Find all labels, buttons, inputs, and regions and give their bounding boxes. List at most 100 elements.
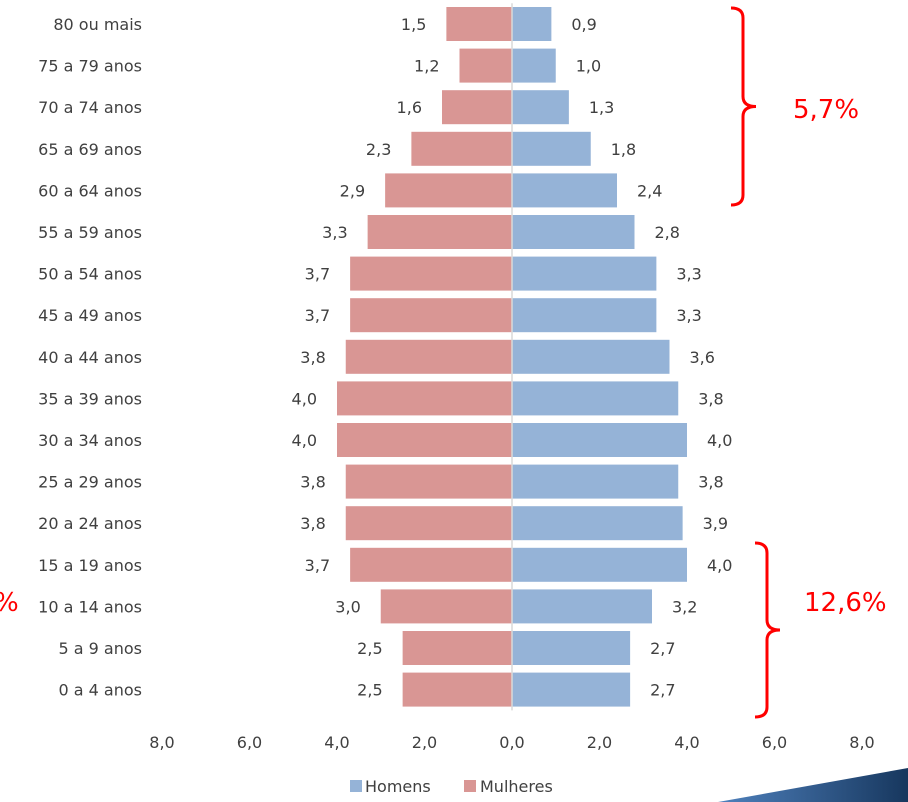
x-tick-label: 4,0 [674,733,699,752]
value-label-mulheres: 1,2 [414,57,439,76]
annotation-brackets: 5,7% 12,6%% [0,6,887,719]
bar-homens [512,215,635,249]
bar-homens [512,298,657,333]
category-label: 65 a 69 anos [38,140,142,159]
value-label-mulheres: 2,9 [340,181,365,200]
x-tick-label: 2,0 [587,733,612,752]
category-label: 20 a 24 anos [38,514,142,533]
x-tick-label: 6,0 [237,733,262,752]
value-label-mulheres: 1,5 [401,15,426,34]
value-label-homens: 1,8 [611,140,636,159]
category-label: 15 a 19 anos [38,556,142,575]
bar-mulheres [350,298,512,333]
value-label-mulheres: 3,8 [300,348,325,367]
bar-mulheres [402,631,512,665]
bar-mulheres [337,381,512,416]
category-label: 0 a 4 anos [59,681,143,700]
x-tick-label: 8,0 [849,733,874,752]
bar-mulheres [350,256,512,291]
value-label-homens: 2,4 [637,181,662,200]
value-label-homens: 3,8 [698,389,723,408]
x-tick-label: 8,0 [149,733,174,752]
bar-homens [512,48,556,83]
bar-homens [512,631,631,665]
value-label-mulheres: 3,3 [322,223,347,242]
value-label-mulheres: 2,5 [357,639,382,658]
category-label: 40 a 44 anos [38,348,142,367]
category-label: 30 a 34 anos [38,431,142,450]
value-label-mulheres: 3,7 [305,265,330,284]
bar-mulheres [459,48,512,83]
bar-homens [512,589,652,624]
corner-decoration [718,768,908,802]
annotation-label-young: 12,6% [804,588,887,618]
category-label: 5 a 9 anos [59,639,143,658]
bar-mulheres [446,7,512,41]
bar-mulheres [380,589,512,624]
annotation-label-elderly: 5,7% [793,95,859,125]
value-label-mulheres: 3,0 [335,597,360,616]
bar-mulheres [345,464,512,499]
bar-homens [512,547,687,582]
value-label-mulheres: 2,3 [366,140,391,159]
value-label-homens: 3,9 [703,514,728,533]
value-label-mulheres: 3,7 [305,556,330,575]
bar-homens [512,672,631,707]
value-label-homens: 3,8 [698,473,723,492]
x-tick-label: 0,0 [499,733,524,752]
legend-swatch-mulheres [464,780,476,792]
bar-mulheres [337,423,512,457]
value-label-homens: 3,3 [676,265,701,284]
bar-mulheres [385,173,512,208]
bar-mulheres [442,90,512,125]
category-label: 60 a 64 anos [38,181,142,200]
annotation-bracket [730,6,757,207]
bars [337,7,687,707]
value-label-mulheres: 1,6 [397,98,422,117]
value-label-mulheres: 4,0 [292,431,317,450]
legend-label-mulheres: Mulheres [480,777,553,796]
annotation-label-cutoff: % [0,588,19,618]
annotation-bracket [754,541,781,719]
category-label: 25 a 29 anos [38,473,142,492]
category-labels: 80 ou mais 75 a 79 anos 70 a 74 anos 65 a 6… [38,15,142,700]
value-label-homens: 4,0 [707,556,732,575]
category-label: 75 a 79 anos [38,57,142,76]
value-label-mulheres: 4,0 [292,389,317,408]
value-label-homens: 3,2 [672,597,697,616]
category-label: 10 a 14 anos [38,597,142,616]
bar-mulheres [367,215,512,249]
bar-homens [512,7,552,41]
category-label: 80 ou mais [53,15,142,34]
value-label-homens: 2,7 [650,681,675,700]
bar-homens [512,90,569,125]
value-label-homens: 2,7 [650,639,675,658]
bar-mulheres [345,506,512,541]
legend-label-homens: Homens [365,777,431,796]
bar-homens [512,173,617,208]
value-label-homens: 3,6 [690,348,715,367]
value-label-mulheres: 3,8 [300,473,325,492]
legend-swatch-homens [350,780,362,792]
x-tick-label: 6,0 [762,733,787,752]
category-label: 70 a 74 anos [38,98,142,117]
value-label-homens: 1,3 [589,98,614,117]
value-label-homens: 1,0 [576,57,601,76]
bar-homens [512,381,679,416]
value-labels: 1,5 0,9 1,2 1,0 1,6 1,3 2,3 1,8 2,9 2,4 3,3 2,8 3,7 3… [292,15,733,700]
bar-mulheres [411,131,512,166]
legend: Homens Mulheres [350,777,553,796]
category-label: 55 a 59 anos [38,223,142,242]
value-label-homens: 0,9 [571,15,596,34]
bar-mulheres [402,672,512,707]
x-tick-label: 4,0 [324,733,349,752]
value-label-homens: 2,8 [655,223,680,242]
category-label: 45 a 49 anos [38,306,142,325]
bar-mulheres [350,547,512,582]
value-label-homens: 4,0 [707,431,732,450]
value-label-homens: 3,3 [676,306,701,325]
bar-homens [512,464,679,499]
bar-mulheres [345,339,512,374]
bar-homens [512,339,670,374]
